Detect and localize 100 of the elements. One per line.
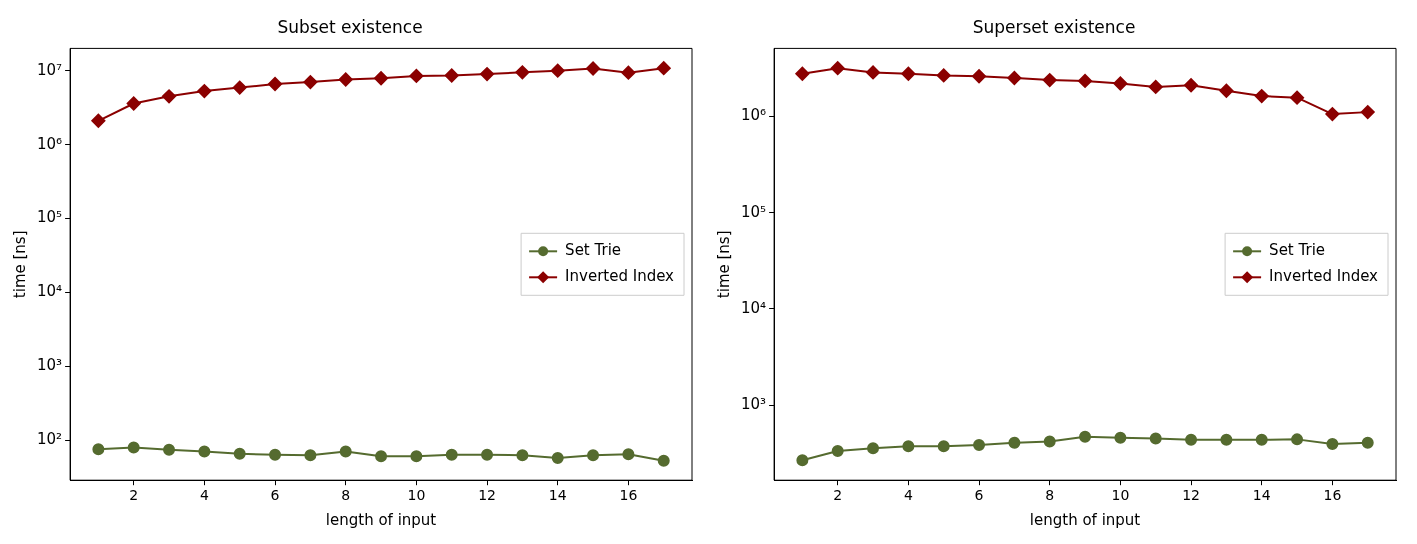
point [1185, 433, 1198, 446]
point [481, 448, 494, 461]
point [1079, 430, 1092, 443]
y-tick-label: 10⁶ [36, 134, 63, 153]
point [1184, 78, 1199, 93]
point [1008, 436, 1021, 449]
x-axis-title: length of input [325, 510, 437, 529]
legend-label: Inverted Index [565, 267, 675, 286]
x-tick-label: 8 [341, 487, 351, 504]
point [1291, 433, 1304, 446]
point [233, 447, 246, 460]
point [303, 75, 318, 90]
point [1325, 107, 1340, 122]
point [1114, 431, 1127, 444]
x-tick-label: 2 [833, 487, 843, 504]
point [831, 444, 844, 457]
x-axis-title: length of input [1029, 510, 1141, 529]
y-axis-title: time [ns] [10, 230, 29, 299]
point [1042, 73, 1057, 88]
point [127, 441, 140, 454]
x-tick-label: 4 [903, 487, 913, 504]
point [163, 443, 176, 456]
legend-label: Set Trie [565, 241, 622, 260]
x-tick-label: 6 [974, 487, 984, 504]
point [795, 66, 810, 81]
point [622, 448, 635, 461]
point [796, 454, 809, 467]
point [1360, 105, 1375, 120]
point [445, 448, 458, 461]
x-tick-label: 10 [407, 487, 426, 504]
y-tick-label: 10⁴ [740, 298, 767, 317]
point [374, 71, 389, 86]
y-tick-label: 10⁶ [740, 106, 767, 125]
point [409, 68, 424, 83]
point [198, 445, 211, 458]
chart-title: Superset existence [972, 16, 1136, 37]
point [444, 68, 459, 83]
point [586, 61, 601, 76]
point [268, 77, 283, 92]
point [480, 67, 495, 82]
point [197, 84, 212, 99]
x-tick-label: 10 [1111, 487, 1130, 504]
legend-label: Inverted Index [1269, 267, 1379, 286]
point [162, 89, 177, 104]
y-tick-label: 10² [36, 430, 63, 449]
y-tick-label: 10⁵ [36, 208, 63, 227]
point [1220, 433, 1233, 446]
legend-label: Set Trie [1269, 241, 1326, 260]
y-axis-title: time [ns] [714, 230, 733, 299]
point [551, 451, 564, 464]
x-tick-label: 6 [270, 487, 280, 504]
x-tick-label: 4 [199, 487, 209, 504]
point [1043, 435, 1056, 448]
point [515, 65, 530, 80]
point [232, 80, 247, 95]
point [973, 438, 986, 451]
point [972, 69, 987, 84]
x-tick-label: 14 [1252, 487, 1271, 504]
point [866, 65, 881, 80]
point [937, 440, 950, 453]
point [936, 68, 951, 83]
point [1149, 432, 1162, 445]
point [1254, 89, 1269, 104]
point [1007, 71, 1022, 86]
x-tick-label: 12 [1182, 487, 1200, 504]
point [1113, 76, 1128, 91]
point [867, 442, 880, 455]
point [657, 454, 670, 467]
point [830, 61, 845, 76]
point [92, 443, 105, 456]
y-tick-label: 10³ [740, 395, 767, 414]
point [1361, 436, 1374, 449]
x-tick-label: 8 [1045, 487, 1055, 504]
point [339, 445, 352, 458]
point [587, 449, 600, 462]
x-tick-label: 12 [478, 487, 496, 504]
x-tick-label: 16 [619, 487, 638, 504]
point [1219, 83, 1234, 98]
point [1290, 90, 1305, 105]
point [656, 61, 671, 76]
point [1078, 73, 1093, 88]
y-tick-label: 10³ [36, 356, 63, 375]
point [338, 72, 353, 87]
point [1255, 433, 1268, 446]
point [516, 449, 529, 462]
point [902, 440, 915, 453]
x-tick-label: 16 [1323, 487, 1342, 504]
point [550, 63, 565, 78]
point [621, 65, 636, 80]
y-tick-label: 10⁷ [36, 60, 63, 79]
point [126, 96, 141, 111]
point [375, 450, 388, 463]
point [304, 449, 317, 462]
point [410, 450, 423, 463]
point [91, 113, 106, 128]
y-tick-label: 10⁴ [36, 282, 63, 301]
point [269, 448, 282, 461]
point [901, 66, 916, 81]
x-tick-label: 14 [548, 487, 567, 504]
chart-title: Subset existence [277, 16, 423, 37]
